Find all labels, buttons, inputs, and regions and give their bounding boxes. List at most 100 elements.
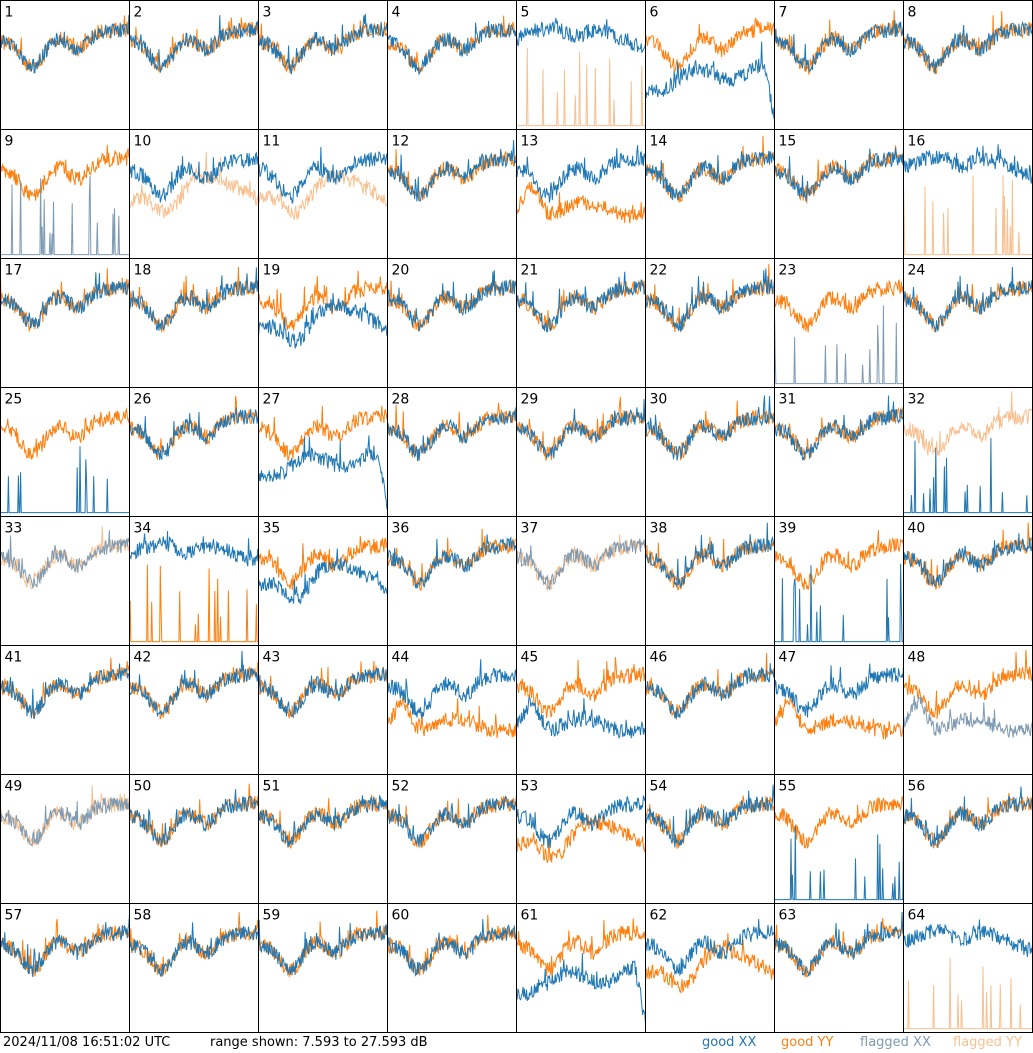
panel-label-45: 45 xyxy=(521,650,539,666)
panel-label-6: 6 xyxy=(650,5,659,21)
series-yy-15 xyxy=(774,145,904,204)
series-xx-34 xyxy=(129,531,259,567)
panel-label-56: 56 xyxy=(908,779,926,795)
series-xx-36 xyxy=(387,534,517,590)
series-yy-11 xyxy=(258,168,388,221)
series-xx-59 xyxy=(258,920,388,976)
panel-4: 4 xyxy=(387,0,517,130)
panel-frame-2 xyxy=(129,0,259,130)
series-xx-3 xyxy=(258,13,388,75)
panel-label-43: 43 xyxy=(263,650,281,666)
panel-51: 51 xyxy=(258,774,388,904)
series-xx-32 xyxy=(903,437,1033,514)
panel-31: 31 xyxy=(774,387,904,517)
series-yy-50 xyxy=(129,783,259,849)
panel-label-46: 46 xyxy=(650,650,668,666)
panel-frame-3 xyxy=(258,0,388,130)
panel-44: 44 xyxy=(387,645,517,775)
series-xx-13 xyxy=(516,145,646,203)
series-yy-53 xyxy=(516,807,646,864)
panel-label-44: 44 xyxy=(392,650,410,666)
series-yy-19 xyxy=(258,270,388,331)
panel-label-21: 21 xyxy=(521,263,539,279)
series-yy-52 xyxy=(387,796,517,849)
series-yy-44 xyxy=(387,691,517,739)
series-xx-39 xyxy=(774,563,904,643)
series-xx-53 xyxy=(516,795,646,849)
panel-5: 5 xyxy=(516,0,646,130)
panel-6: 6 xyxy=(645,0,775,130)
series-xx-37 xyxy=(516,538,646,590)
panel-21: 21 xyxy=(516,258,646,388)
panel-36: 36 xyxy=(387,516,517,646)
series-xx-43 xyxy=(258,666,388,718)
panel-label-34: 34 xyxy=(134,521,152,537)
legend-flagged-yy: flagged YY xyxy=(953,1035,1022,1050)
panel-label-49: 49 xyxy=(5,779,23,795)
panel-2: 2 xyxy=(129,0,259,130)
series-xx-2 xyxy=(129,15,259,73)
timestamp: 2024/11/08 16:51:02 UTC xyxy=(3,1035,171,1050)
panel-58: 58 xyxy=(129,903,259,1033)
panel-40: 40 xyxy=(903,516,1033,646)
series-xx-64 xyxy=(903,919,1033,958)
series-xx-61 xyxy=(516,953,646,1025)
panel-15: 15 xyxy=(774,129,904,259)
series-xx-21 xyxy=(516,271,646,333)
panel-52: 52 xyxy=(387,774,517,904)
panel-label-53: 53 xyxy=(521,779,539,795)
panel-label-5: 5 xyxy=(521,5,530,21)
series-xx-12 xyxy=(387,140,517,202)
panel-label-14: 14 xyxy=(650,134,668,150)
footer: 2024/11/08 16:51:02 UTC range shown: 7.5… xyxy=(0,1033,1033,1053)
series-yy-28 xyxy=(387,402,517,461)
panel-label-64: 64 xyxy=(908,908,926,924)
series-yy-61 xyxy=(516,918,646,977)
series-yy-38 xyxy=(645,536,775,591)
series-xx-50 xyxy=(129,789,259,847)
series-yy-62 xyxy=(645,933,775,994)
panel-1: 1 xyxy=(0,0,130,130)
panel-42: 42 xyxy=(129,645,259,775)
series-yy-9 xyxy=(0,144,130,201)
series-yy-29 xyxy=(516,397,646,461)
series-xx-25 xyxy=(0,446,130,514)
panel-41: 41 xyxy=(0,645,130,775)
panel-label-18: 18 xyxy=(134,263,152,279)
series-xx-10 xyxy=(129,151,259,203)
panel-label-52: 52 xyxy=(392,779,410,795)
panel-label-59: 59 xyxy=(263,908,281,924)
panel-56: 56 xyxy=(903,774,1033,904)
panel-label-39: 39 xyxy=(779,521,797,537)
panel-label-38: 38 xyxy=(650,521,668,537)
panel-label-63: 63 xyxy=(779,908,797,924)
panel-49: 49 xyxy=(0,774,130,904)
panel-62: 62 xyxy=(645,903,775,1033)
panel-16: 16 xyxy=(903,129,1033,259)
panel-label-17: 17 xyxy=(5,263,23,279)
series-xx-56 xyxy=(903,786,1033,848)
panel-8: 8 xyxy=(903,0,1033,130)
series-xx-18 xyxy=(129,267,259,331)
panel-9: 9 xyxy=(0,129,130,259)
series-xx-8 xyxy=(903,20,1033,74)
panel-48: 48 xyxy=(903,645,1033,775)
series-xx-47 xyxy=(774,663,904,718)
panel-33: 33 xyxy=(0,516,130,646)
panel-label-62: 62 xyxy=(650,908,668,924)
panel-label-54: 54 xyxy=(650,779,668,795)
panel-label-23: 23 xyxy=(779,263,797,279)
series-xx-42 xyxy=(129,650,259,717)
panel-label-47: 47 xyxy=(779,650,797,666)
legend-good-xx: good XX xyxy=(702,1035,757,1050)
series-yy-10 xyxy=(129,152,259,219)
panel-35: 35 xyxy=(258,516,388,646)
panel-label-24: 24 xyxy=(908,263,926,279)
panel-label-57: 57 xyxy=(5,908,23,924)
panel-label-4: 4 xyxy=(392,5,401,21)
panel-label-22: 22 xyxy=(650,263,668,279)
series-xx-22 xyxy=(645,268,775,333)
series-xx-63 xyxy=(774,911,904,977)
series-xx-29 xyxy=(516,399,646,459)
panel-label-29: 29 xyxy=(521,392,539,408)
